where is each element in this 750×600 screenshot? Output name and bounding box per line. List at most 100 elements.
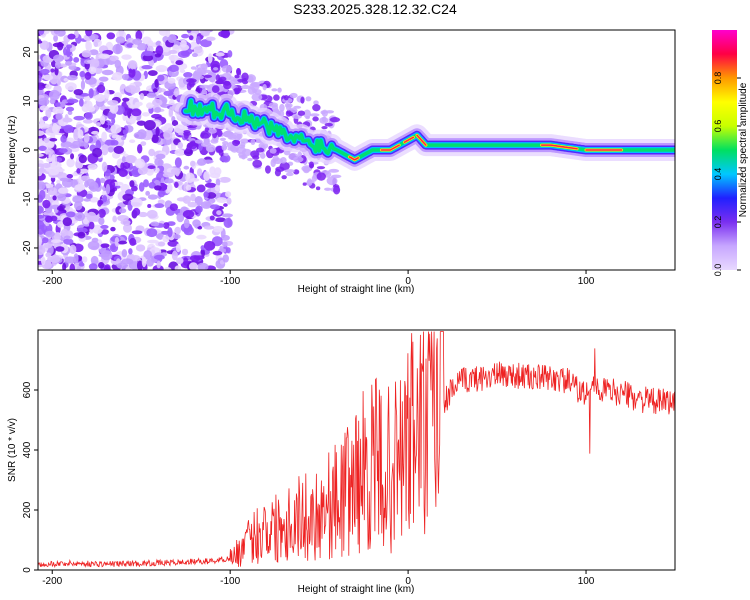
noise-blob (92, 147, 103, 158)
noise-blob (38, 145, 47, 152)
noise-blob (132, 44, 138, 48)
ridge-core (416, 134, 427, 146)
noise-blob (76, 227, 88, 233)
noise-blob (43, 74, 54, 81)
noise-blob (171, 120, 179, 127)
noise-blob (189, 160, 196, 167)
noise-blob (209, 215, 215, 221)
noise-blob (87, 240, 100, 250)
noise-blob (101, 124, 109, 129)
noise-blob (236, 68, 241, 76)
noise-blob (197, 225, 203, 230)
colorbar-tick-label: 0.4 (713, 168, 723, 181)
noise-blob (156, 232, 164, 240)
noise-blob (110, 124, 122, 134)
noise-blob (195, 75, 205, 80)
noise-blob (229, 79, 239, 85)
snr-ytick-label: 600 (22, 381, 33, 398)
snr-ytick-label: 200 (22, 501, 33, 518)
noise-blob (321, 126, 328, 130)
noise-blob (302, 182, 307, 186)
noise-blob (98, 76, 109, 82)
noise-blob (47, 187, 58, 196)
noise-blob (38, 138, 43, 143)
noise-blob (281, 175, 287, 180)
noise-blob (73, 88, 84, 96)
noise-blob (297, 110, 306, 116)
noise-blob (216, 210, 222, 216)
noise-blob (188, 262, 198, 270)
noise-blob (45, 108, 52, 119)
noise-blob (76, 168, 81, 174)
noise-blob (77, 231, 86, 239)
noise-blob (63, 78, 69, 82)
noise-blob (312, 116, 319, 122)
noise-blob (132, 207, 141, 216)
noise-blob (222, 254, 229, 263)
noise-blob (107, 146, 114, 153)
noise-blob (146, 102, 154, 109)
noise-blob (155, 45, 164, 56)
noise-blob (53, 34, 58, 42)
noise-blob (136, 43, 148, 51)
noise-blob (93, 41, 99, 47)
ridge-core (348, 156, 360, 161)
noise-blob (56, 179, 61, 185)
noise-blob (330, 174, 342, 179)
noise-blob (272, 155, 279, 162)
noise-blob (241, 72, 249, 82)
noise-blob (200, 39, 212, 48)
noise-blob (192, 219, 201, 228)
colorbar-bar (712, 30, 737, 270)
noise-blob (182, 210, 195, 219)
snr-xlabel: Height of straight line (km) (298, 584, 415, 595)
noise-blob (86, 59, 99, 64)
noise-blob (52, 42, 65, 48)
noise-blob (247, 157, 253, 162)
noise-blob (129, 180, 135, 188)
noise-blob (72, 195, 84, 204)
noise-blob (80, 79, 86, 90)
noise-blob (155, 65, 168, 73)
noise-blob (65, 211, 76, 218)
noise-blob (194, 46, 202, 51)
noise-blob (175, 243, 181, 253)
noise-blob (50, 239, 62, 244)
noise-blob (320, 110, 326, 115)
noise-blob (63, 238, 74, 245)
noise-blob (251, 93, 263, 102)
noise-blob (233, 87, 241, 95)
noise-blob (43, 243, 52, 249)
noise-blob (51, 60, 56, 68)
noise-blob (128, 248, 133, 255)
noise-blob (218, 176, 231, 183)
noise-blob (135, 30, 143, 41)
snr-ytick-label: 0 (22, 567, 33, 573)
noise-blob (271, 88, 278, 92)
noise-blob (121, 156, 127, 163)
noise-blob (147, 239, 159, 244)
noise-blob (174, 181, 179, 188)
noise-blob (190, 193, 196, 202)
noise-blob (182, 257, 189, 266)
noise-blob (154, 53, 162, 58)
noise-blob (155, 126, 160, 137)
noise-blob (205, 36, 216, 41)
noise-blob (97, 262, 105, 269)
noise-blob (170, 142, 176, 152)
noise-blob (213, 167, 222, 176)
noise-blob (118, 168, 128, 177)
noise-blob (105, 183, 111, 195)
noise-blob (168, 49, 178, 54)
noise-blob (73, 115, 85, 121)
noise-blob (81, 50, 92, 58)
noise-blob (38, 205, 44, 215)
noise-blob (38, 65, 42, 72)
noise-blob (109, 55, 119, 62)
noise-blob (167, 227, 173, 238)
spectrogram-xlabel: Height of straight line (km) (298, 284, 415, 295)
noise-blob (204, 182, 217, 188)
noise-blob (81, 256, 88, 263)
noise-blob (218, 76, 227, 82)
